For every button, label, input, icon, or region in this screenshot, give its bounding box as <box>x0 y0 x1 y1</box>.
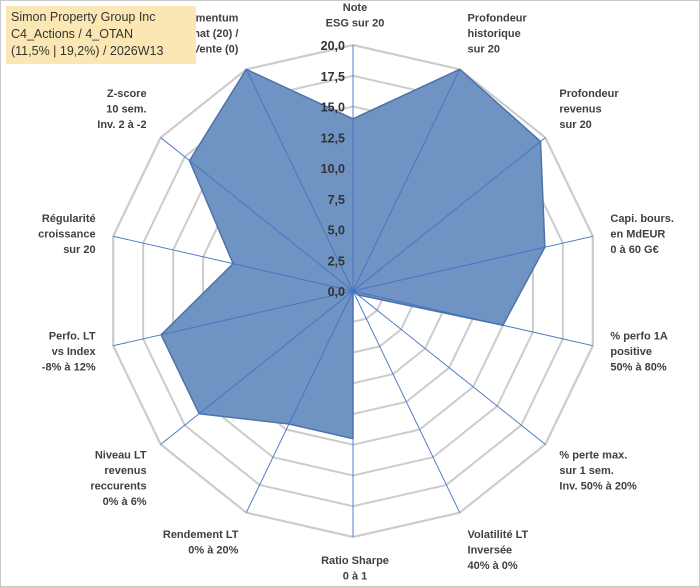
axis-label: Niveau LT revenus reccurents 0% à 6% <box>90 450 147 509</box>
axis-label-line: croissance <box>38 229 95 241</box>
company-name: Simon Property Group Inc <box>11 10 156 24</box>
axis-spoke <box>245 290 354 513</box>
axis-label-line: Régularité <box>42 213 96 225</box>
axis-label-line: % perte max. <box>559 450 627 462</box>
tick-label: 7,5 <box>328 193 345 207</box>
axis-spoke <box>352 235 593 292</box>
category-label: C4_Actions / 4_OTAN <box>11 27 134 41</box>
radar-spokes <box>113 45 593 537</box>
axis-spoke <box>113 290 354 347</box>
axis-label-line: 50% à 80% <box>610 361 666 373</box>
axis-label-line: Volatilité LT <box>468 529 529 541</box>
axis-label-line: revenus <box>559 103 601 115</box>
axis-spoke <box>245 69 354 292</box>
axis-label-line: 40% à 0% <box>468 560 518 572</box>
axis-label: Capi. bours. en MdEUR 0 à 60 G€ <box>610 213 674 256</box>
tick-label: 17,5 <box>321 70 345 84</box>
axis-label-line: ESG sur 20 <box>326 18 385 30</box>
axis-label: Profondeur revenus sur 20 <box>559 88 619 131</box>
tick-label: 12,5 <box>321 131 345 145</box>
axis-label-line: 0 à 1 <box>343 571 367 583</box>
axis-spoke <box>113 235 354 292</box>
axis-label-line: Profondeur <box>559 88 619 100</box>
axis-label-line: 0 à 60 G€ <box>610 244 658 256</box>
axis-label: Rendement LT 0% à 20% <box>163 529 239 557</box>
axis-label-line: Profondeur <box>468 13 528 25</box>
axis-label-line: Inversée <box>468 544 513 556</box>
axis-spoke <box>160 137 354 292</box>
axis-label: Note ESG sur 20 <box>326 2 385 30</box>
axis-label-line: historique <box>468 28 521 40</box>
axis-spoke <box>352 290 546 445</box>
axis-label-line: Z-score <box>107 88 147 100</box>
axis-label-line: positive <box>610 346 652 358</box>
axis-label-line: % perfo 1A <box>610 330 668 342</box>
tick-label: 5,0 <box>328 224 345 238</box>
axis-label-line: Capi. bours. <box>610 213 674 225</box>
axis-label: Ratio Sharpe 0 à 1 <box>321 555 389 583</box>
axis-label-line: Ratio Sharpe <box>321 555 389 567</box>
axis-label-line: sur 20 <box>559 119 591 131</box>
axis-spoke <box>352 290 461 513</box>
chart-title-box: Simon Property Group Inc C4_Actions / 4_… <box>6 6 196 64</box>
axis-label-line: vs Index <box>52 346 97 358</box>
radar-tick-labels: 0,0 2,5 5,0 7,5 10,0 12,5 15,0 17,5 20,0 <box>321 39 345 299</box>
axis-label-line: Vente (0) <box>193 44 239 56</box>
tick-label: 0,0 <box>328 285 345 299</box>
axis-label-line: sur 20 <box>63 244 95 256</box>
axis-label-line: Inv. 50% à 20% <box>559 481 637 493</box>
axis-label: Profondeur historique sur 20 <box>468 13 528 56</box>
axis-spoke <box>160 290 354 445</box>
axis-label-line: en MdEUR <box>610 229 665 241</box>
axis-label-line: 10 sem. <box>106 103 146 115</box>
axis-label-line: Perfo. LT <box>49 330 96 342</box>
axis-label: Perfo. LT vs Index -8% à 12% <box>42 330 97 373</box>
axis-label-line: reccurents <box>90 481 146 493</box>
tick-label: 20,0 <box>321 39 345 53</box>
axis-label-line: 0% à 20% <box>188 544 238 556</box>
axis-label-line: sur 20 <box>468 44 500 56</box>
stats-label: (11,5% | 19,2%) / 2026W13 <box>11 44 164 58</box>
axis-label: Régularité croissance sur 20 <box>38 213 95 256</box>
tick-label: 15,0 <box>321 101 345 115</box>
axis-label: % perte max. sur 1 sem. Inv. 50% à 20% <box>559 450 637 493</box>
axis-label-line: 0% à 6% <box>103 496 147 508</box>
axis-spoke <box>352 290 593 347</box>
axis-label: % perfo 1A positive 50% à 80% <box>610 330 668 373</box>
axis-label: Z-score 10 sem. Inv. 2 à -2 <box>97 88 146 131</box>
axis-label-line: -8% à 12% <box>42 361 96 373</box>
axis-label-line: revenus <box>104 465 146 477</box>
tick-label: 2,5 <box>328 254 345 268</box>
axis-label-line: Note <box>343 2 367 14</box>
axis-label-line: Rendement LT <box>163 529 239 541</box>
radar-axis-labels: Note ESG sur 20 Profondeur historique sur 20… <box>38 2 674 583</box>
axis-spoke <box>352 69 461 292</box>
axis-label-line: Niveau LT <box>95 450 147 462</box>
tick-label: 10,0 <box>321 162 345 176</box>
axis-label-line: sur 1 sem. <box>559 465 613 477</box>
axis-label: Volatilité LT Inversée 40% à 0% <box>468 529 529 572</box>
axis-label-line: Inv. 2 à -2 <box>97 119 146 131</box>
axis-spoke <box>352 137 546 292</box>
